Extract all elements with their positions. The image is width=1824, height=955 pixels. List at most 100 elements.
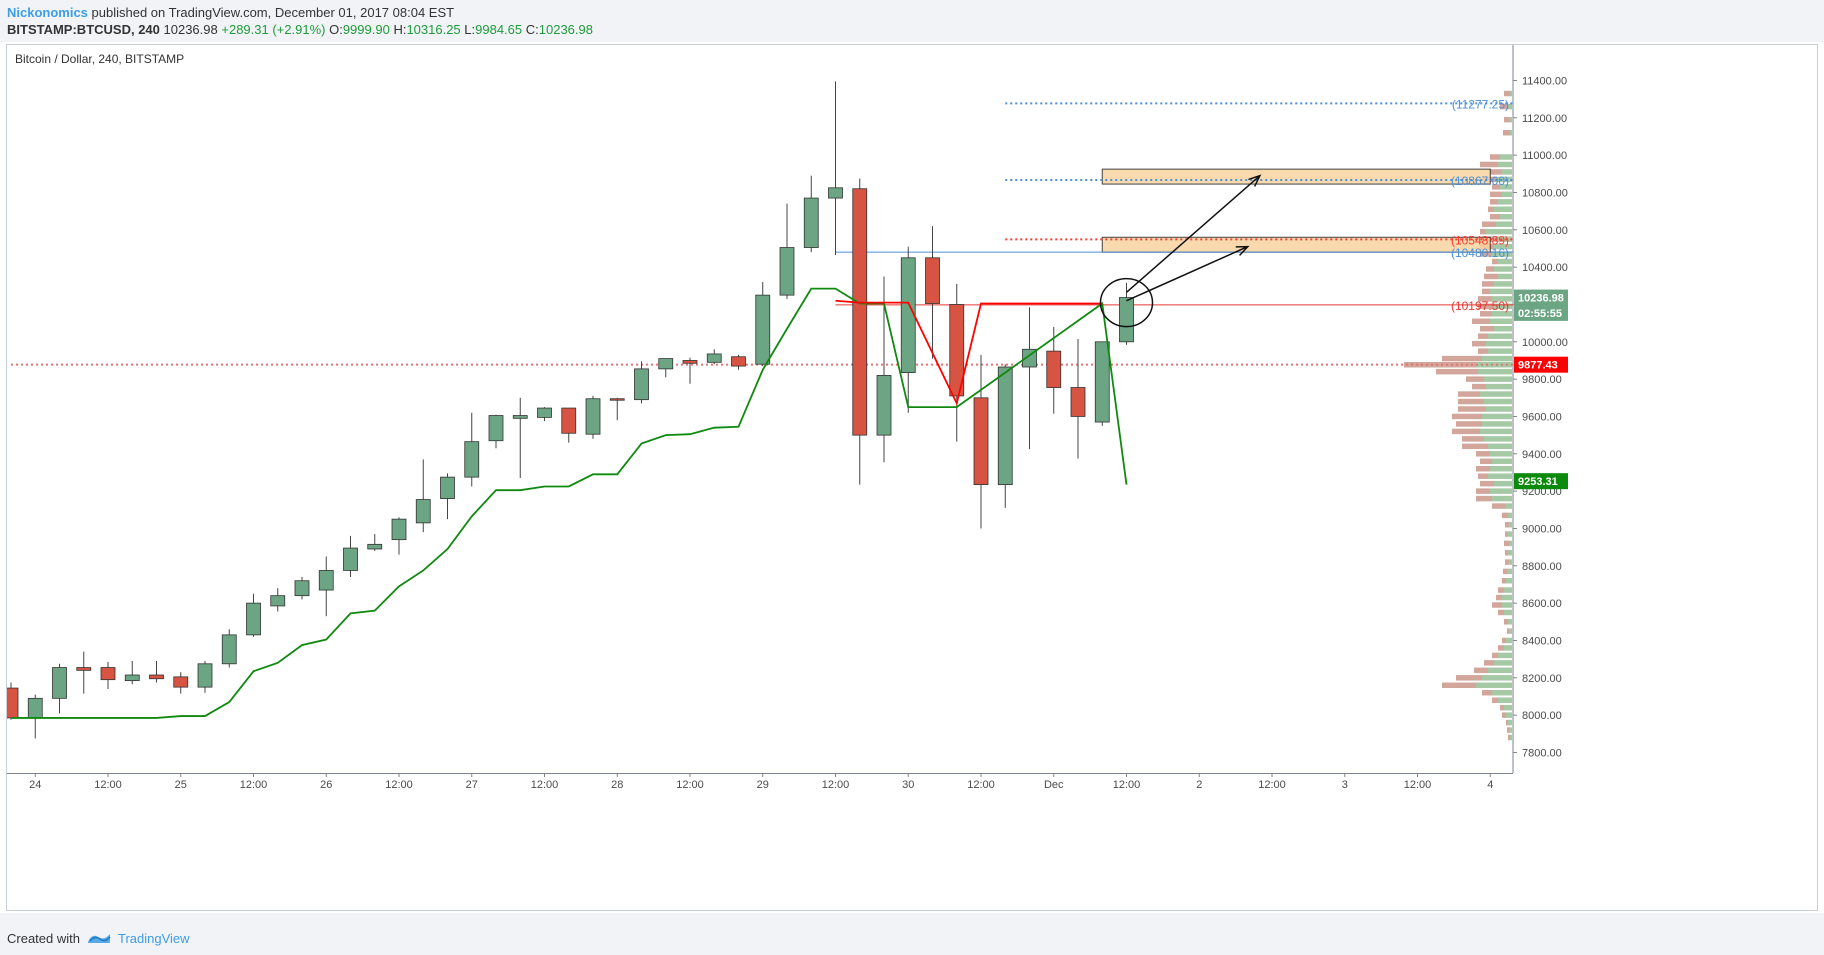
- time-tick-label: 29: [757, 779, 769, 791]
- volume-profile-down-bar: [1500, 704, 1504, 711]
- volume-profile-down-bar: [1480, 251, 1492, 257]
- volume-profile-up-bar: [1476, 362, 1512, 368]
- candle-down: [173, 676, 189, 688]
- price-level-label: (10480.16): [1451, 246, 1509, 260]
- volume-profile-up-bar: [1494, 480, 1512, 487]
- time-tick-label: 25: [175, 779, 187, 791]
- volume-profile-up-bar: [1498, 236, 1512, 242]
- volume-profile-up-bar: [1506, 712, 1512, 718]
- volume-profile-down-bar: [1504, 90, 1510, 97]
- volume-profile-up-bar: [1508, 619, 1512, 625]
- volume-profile-up-bar: [1490, 318, 1512, 325]
- arrow-head: [1248, 174, 1262, 187]
- volume-profile-up-bar: [1500, 184, 1512, 190]
- footer: Created with TradingView: [0, 913, 1824, 955]
- volume-profile-up-bar: [1502, 602, 1512, 608]
- volume-profile-down-bar: [1490, 154, 1500, 160]
- volume-profile-down-bar: [1472, 340, 1486, 347]
- volume-profile-down-bar: [1480, 161, 1498, 168]
- volume-profile-down-bar: [1498, 609, 1504, 616]
- price-tag-box: [1514, 304, 1568, 321]
- volume-profile-up-bar: [1492, 458, 1512, 465]
- candle-up: [124, 674, 140, 681]
- time-tick-label: 3: [1342, 779, 1348, 791]
- candle-up: [876, 374, 892, 436]
- candle-down: [76, 667, 92, 671]
- price-tick-label: 10800.00: [1522, 187, 1568, 199]
- price-tag-box: [1514, 473, 1568, 490]
- volume-profile-down-bar: [1502, 577, 1506, 584]
- volume-profile-up-bar: [1490, 465, 1512, 472]
- volume-profile-up-bar: [1496, 221, 1512, 227]
- candle-up: [27, 697, 43, 719]
- low-value: 9984.65: [475, 22, 523, 37]
- volume-profile-down-bar: [1507, 727, 1509, 733]
- volume-profile-up-bar: [1488, 443, 1512, 450]
- volume-profile-up-bar: [1510, 129, 1512, 136]
- candle-up: [537, 407, 552, 418]
- price-tick-label: 7800.00: [1522, 747, 1562, 759]
- volume-profile-down-bar: [1474, 667, 1488, 674]
- candle-up: [318, 570, 334, 591]
- candle-down: [1046, 350, 1062, 388]
- volume-profile-up-bar: [1498, 652, 1512, 659]
- volume-profile-up-bar: [1486, 340, 1512, 347]
- high-label: H:: [393, 22, 407, 37]
- price-level-label: (10548.89): [1451, 233, 1509, 247]
- candle-down: [973, 397, 989, 485]
- volume-profile-up-bar: [1502, 191, 1512, 198]
- volume-profile-up-bar: [1482, 413, 1512, 420]
- price-tick-label: 9800.00: [1522, 374, 1562, 386]
- price-tag-label: 9253.31: [1518, 476, 1558, 488]
- volume-profile-down-bar: [1476, 451, 1490, 457]
- volume-profile-up-bar: [1480, 428, 1512, 435]
- time-tick-label: 12:00: [94, 779, 122, 791]
- author-link[interactable]: Nickonomics: [7, 5, 88, 20]
- candle-down: [609, 398, 625, 401]
- created-with-label: Created with: [7, 931, 80, 946]
- candle-up: [658, 358, 674, 370]
- volume-profile-down-bar: [1442, 682, 1476, 689]
- volume-profile-up-bar: [1498, 697, 1512, 703]
- arrow-head: [1235, 245, 1250, 256]
- time-tick-label: 26: [320, 779, 332, 791]
- volume-profile-down-bar: [1504, 116, 1509, 123]
- volume-profile-up-bar: [1486, 383, 1512, 390]
- volume-profile-up-bar: [1494, 325, 1512, 332]
- chart-panel[interactable]: Bitcoin / Dollar, 240, BITSTAMP 11400.00…: [3, 44, 1818, 911]
- volume-profile-down-bar: [1478, 348, 1488, 354]
- candle-up: [464, 441, 480, 478]
- low-label: L:: [464, 22, 476, 37]
- volume-profile-down-bar: [1492, 258, 1498, 265]
- candle-up: [706, 353, 722, 363]
- candle-up: [440, 476, 455, 499]
- tradingview-link[interactable]: TradingView: [118, 931, 190, 946]
- volume-profile-down-bar: [1478, 303, 1494, 310]
- volume-profile-up-bar: [1506, 503, 1512, 509]
- volume-profile-up-bar: [1508, 103, 1512, 110]
- volume-profile-down-bar: [1482, 288, 1490, 295]
- volume-profile-down-bar: [1458, 391, 1480, 397]
- price-tag-box: [1514, 356, 1568, 373]
- volume-profile-down-bar: [1490, 199, 1498, 205]
- time-tick-label: 12:00: [967, 779, 995, 791]
- price-tick-label: 10400.00: [1522, 262, 1568, 274]
- time-tick-label: 4: [1487, 779, 1493, 791]
- price-tick-label: 8800.00: [1522, 561, 1562, 573]
- candlestick-chart[interactable]: Bitcoin / Dollar, 240, BITSTAMP 11400.00…: [3, 45, 1817, 910]
- volume-profile-down-bar: [1502, 637, 1506, 644]
- volume-profile-up-bar: [1508, 512, 1512, 519]
- time-tick-label: 24: [29, 779, 41, 791]
- candle-down: [1070, 387, 1086, 417]
- volume-profile-down-bar: [1490, 191, 1502, 198]
- price-tag-label: 10236.98: [1518, 293, 1564, 305]
- volume-profile-up-bar: [1504, 704, 1512, 711]
- volume-profile-down-bar: [1500, 103, 1508, 110]
- candle-up: [1094, 341, 1110, 423]
- trailing-stop-short-line: [835, 299, 1103, 407]
- candle-up: [415, 499, 431, 524]
- volume-profile-up-bar: [1498, 161, 1512, 168]
- volume-profile-down-bar: [1478, 296, 1492, 302]
- change-value: +289.31 (+2.91%): [221, 22, 326, 37]
- volume-profile-up-bar: [1504, 587, 1512, 593]
